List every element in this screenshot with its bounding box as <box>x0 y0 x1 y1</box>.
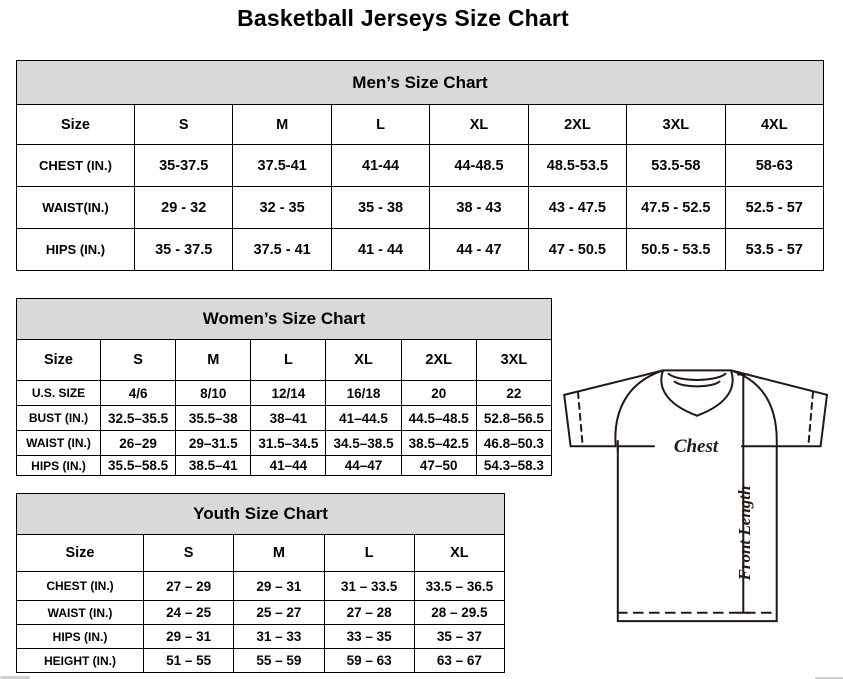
svg-text:Chest: Chest <box>674 436 719 457</box>
svg-text:Front Length: Front Length <box>735 486 754 582</box>
